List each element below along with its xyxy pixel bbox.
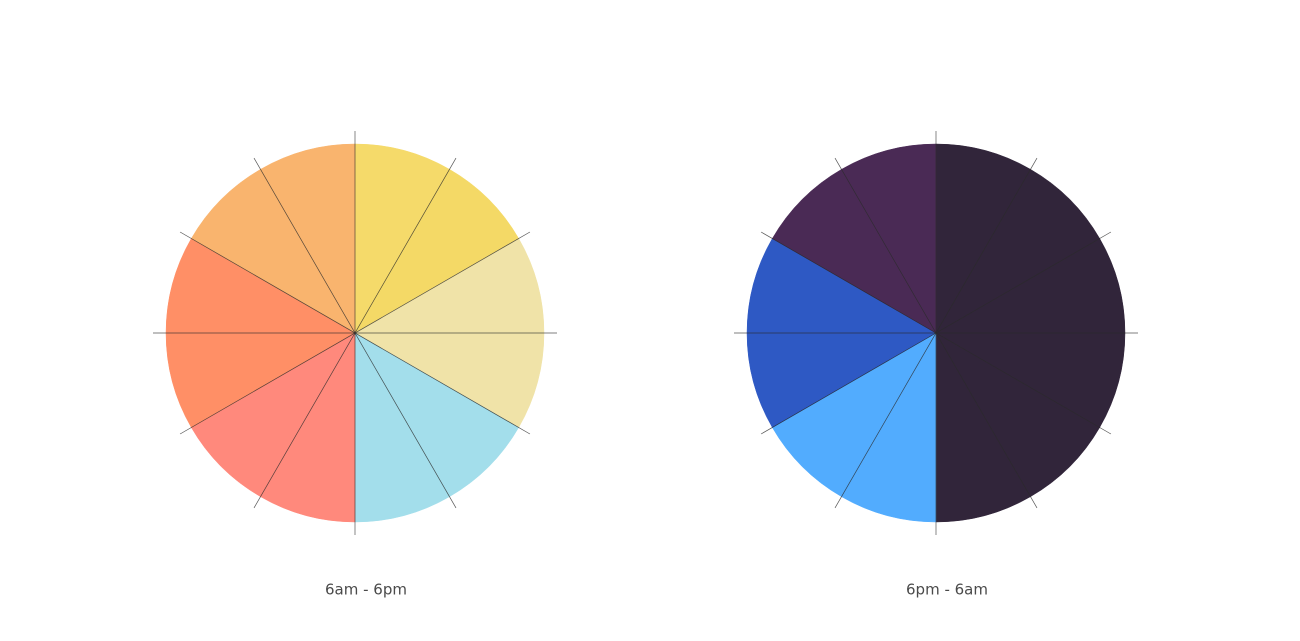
hour-segment [935,332,1101,498]
hour-segment [190,168,356,334]
hour-segment [165,238,356,334]
hour-divider [834,157,1038,509]
clock: 6am - 6pm [153,131,557,599]
hour-segment [841,332,937,523]
hour-segment [165,332,356,428]
hour-segment [746,332,937,428]
clock-label: 6pm - 6am [906,581,988,599]
hour-segment [354,332,450,523]
hour-segment [935,168,1101,334]
hour-segment [190,332,356,498]
hour-segment [354,332,520,498]
hour-segment [935,238,1126,334]
hour-segment [354,238,545,334]
hour-segment [354,143,450,334]
clock: 6pm - 6am [734,131,1138,599]
clock-label: 6am - 6pm [325,581,407,599]
hour-segment [935,143,1031,334]
hour-segment [935,332,1031,523]
hour-segment [771,168,937,334]
hour-segment [260,332,356,523]
hour-segment [746,238,937,334]
hour-segment [354,168,520,334]
hour-segment [935,332,1126,428]
hour-segment [841,143,937,334]
hour-segment [354,332,545,428]
hour-divider [253,157,457,509]
hour-segment [260,143,356,334]
hour-segment [771,332,937,498]
